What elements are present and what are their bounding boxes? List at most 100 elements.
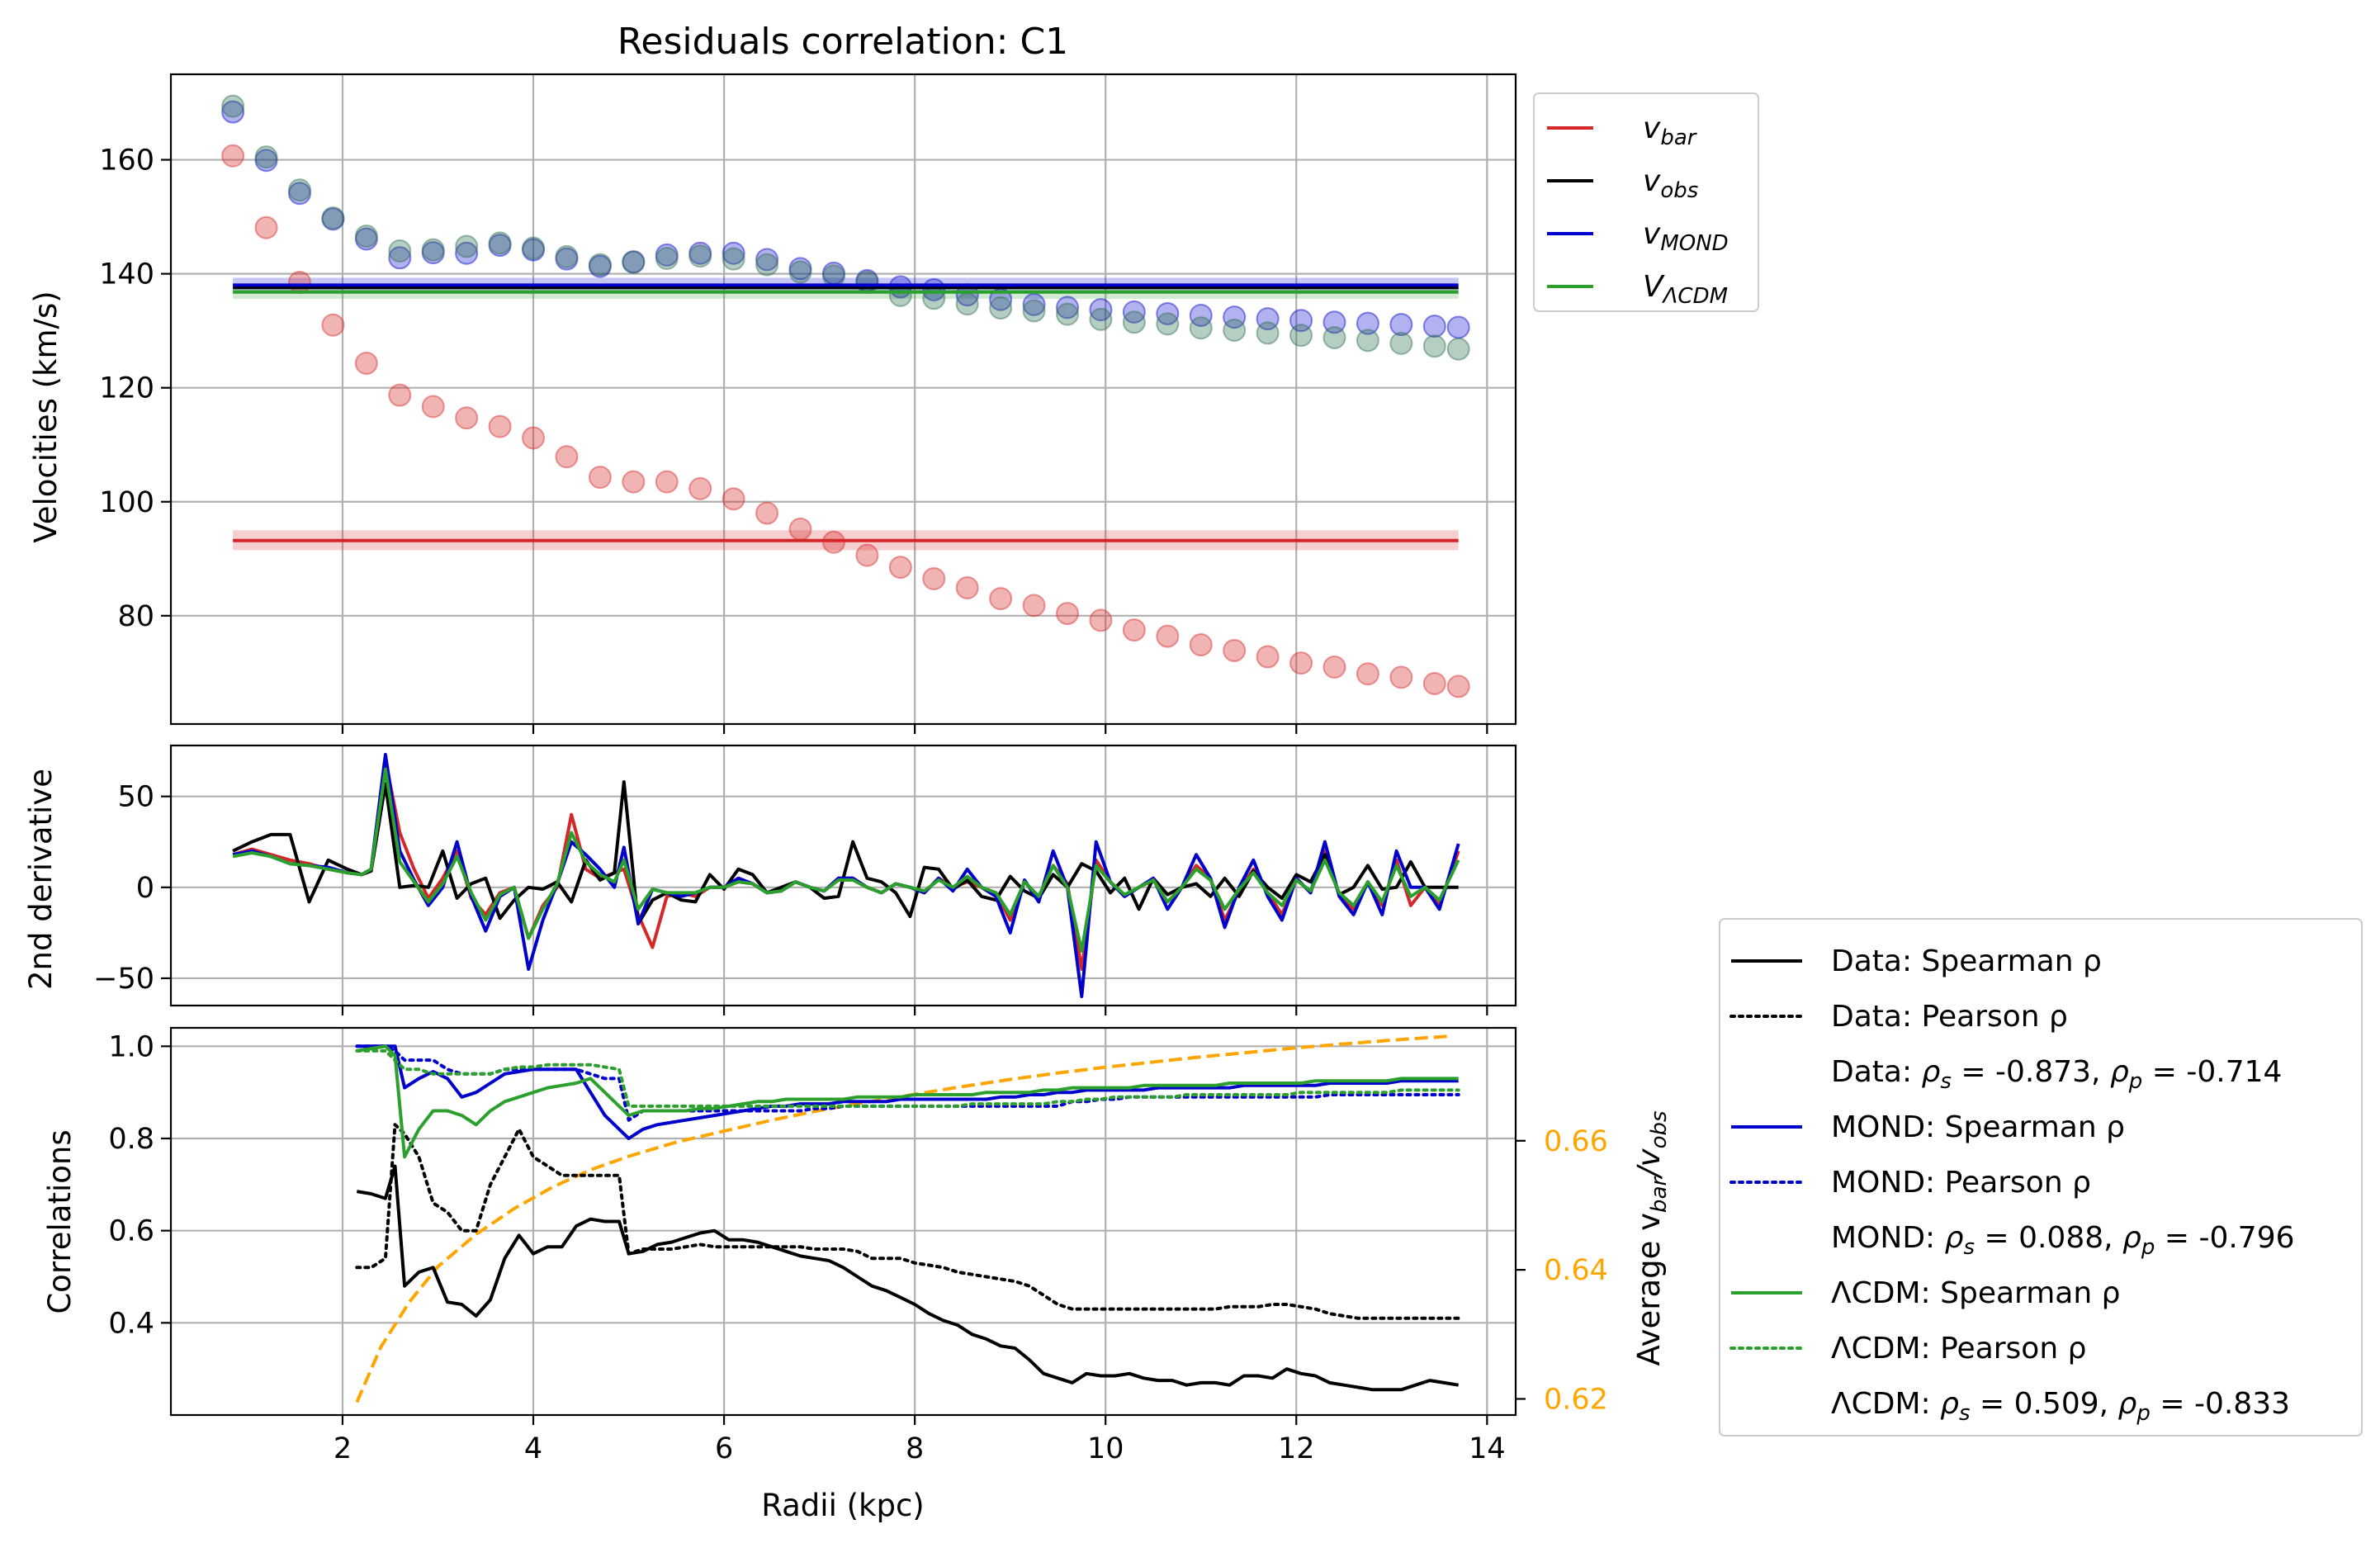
- correlations-panel: 2 4 6 8 10 12 14 0.4 0.6 0.8 1.0 0.62 0.64 0.66: [108, 1026, 1608, 1465]
- y-tick-label: 0.4: [108, 1307, 154, 1340]
- rho-symbol: ρ: [1940, 1387, 1959, 1421]
- scatter-point-v-obs: [388, 239, 412, 263]
- scatter-point-v-bar: [1022, 594, 1046, 618]
- ratio-label-sub-bar: bar: [1647, 1176, 1672, 1213]
- x-tick-label: 4: [524, 1432, 542, 1465]
- y-tick-label: 0: [136, 872, 154, 905]
- legend-label-sub: bar: [1660, 125, 1697, 150]
- scatter-point-v-bar: [421, 395, 445, 419]
- ratio-label-sep: /v: [1631, 1148, 1667, 1179]
- scatter-point-v-obs: [1256, 321, 1280, 345]
- scatter-point-v-obs: [989, 296, 1013, 320]
- scatter-point-v-MOND: [287, 182, 311, 206]
- rho-sub: p: [2136, 1401, 2151, 1426]
- scatter-point-v-MOND: [1422, 315, 1446, 338]
- rho-p-value: = -0.714: [2142, 1055, 2282, 1089]
- scatter-point-v-bar: [354, 352, 378, 376]
- rho-symbol: ρ: [1922, 1055, 1941, 1089]
- legend-label: vobs: [1643, 164, 1698, 203]
- scatter-point-v-bar: [655, 470, 679, 494]
- rho-symbol: ρ: [2122, 1221, 2141, 1255]
- scatter-point-v-obs: [1056, 302, 1079, 326]
- legend-label-stats: ΛCDM: ρs = 0.509, ρp = -0.833: [1831, 1387, 2290, 1426]
- y-tick-label: 140: [99, 258, 154, 291]
- legend-stat-prefix: MOND:: [1831, 1221, 1945, 1255]
- scatter-point-v-obs: [1356, 329, 1379, 353]
- legend-label-sub: MOND: [1660, 231, 1728, 256]
- scatter-point-v-obs: [855, 270, 879, 294]
- rho-sub: p: [2141, 1235, 2155, 1260]
- velocities-panel: 80 100 120 140 160: [99, 73, 1517, 734]
- rho-symbol: ρ: [2118, 1387, 2137, 1421]
- legend-label-sub: ΛCDM: [1662, 284, 1728, 309]
- scatter-point-v-MOND: [388, 246, 412, 270]
- correlations-ylabel: Correlations: [42, 1129, 78, 1313]
- scatter-point-v-MOND: [622, 250, 646, 274]
- scatter-point-v-MOND: [1189, 304, 1213, 328]
- rho-p-value: = -0.796: [2155, 1221, 2294, 1255]
- correlation-line-data--spearman--: [356, 1164, 1460, 1392]
- rho-sub: s: [1940, 1069, 1952, 1094]
- scatter-point-v-MOND: [1289, 309, 1313, 333]
- velocity-legend: vbar vobs v MOND VΛCDM: [1533, 92, 1759, 312]
- scatter-point-v-obs: [655, 246, 679, 270]
- y-tick-label: 0.8: [108, 1123, 154, 1156]
- scatter-point-v-bar: [522, 426, 546, 450]
- scatter-point-v-bar: [221, 144, 245, 168]
- scatter-point-v-MOND: [688, 241, 712, 265]
- legend-label: vbar: [1643, 111, 1698, 150]
- scatter-point-v-obs: [1289, 324, 1313, 348]
- y-tick-label: −50: [93, 963, 154, 996]
- y-tick-label: 1.0: [108, 1030, 154, 1063]
- scatter-point-v-MOND: [522, 238, 546, 262]
- legend-label: MOND: Pearson ρ: [1831, 1166, 2091, 1200]
- scatter-point-v-bar: [1446, 674, 1470, 698]
- scatter-point-v-bar: [1223, 638, 1247, 662]
- legend-label: Data: Pearson ρ: [1831, 1000, 2068, 1034]
- scatter-point-v-obs: [722, 247, 745, 271]
- scatter-point-v-bar: [1089, 608, 1113, 632]
- legend-label: MOND: Spearman ρ: [1831, 1110, 2125, 1144]
- scatter-point-v-MOND: [254, 149, 278, 173]
- rho-s-value: = 0.509,: [1971, 1387, 2118, 1421]
- scatter-point-v-obs: [1122, 310, 1146, 334]
- legend-label-sub: obs: [1660, 178, 1698, 203]
- legend-label-stats: MOND: ρs = 0.088, ρp = -0.796: [1831, 1221, 2295, 1260]
- scatter-point-v-bar: [1289, 651, 1313, 675]
- scatter-point-v-obs: [588, 253, 612, 277]
- x-tick-label: 10: [1087, 1432, 1124, 1465]
- derivative-line-lcdm: [232, 767, 1460, 953]
- scatter-point-v-MOND: [1156, 301, 1180, 325]
- scatter-point-v-obs: [221, 94, 245, 118]
- correlation-line-data--pearson--: [355, 1123, 1460, 1320]
- legend-label-main: v: [1643, 111, 1661, 145]
- scatter-point-v-bar: [488, 414, 512, 438]
- scatter-point-v-obs: [254, 145, 278, 169]
- scatter-point-v-obs: [421, 238, 445, 262]
- y2-tick-label: 0.66: [1544, 1125, 1608, 1158]
- scatter-point-v-obs: [1189, 316, 1213, 340]
- scatter-point-v-bar: [588, 466, 612, 490]
- scatter-point-v-obs: [522, 236, 546, 260]
- y-tick-label: 120: [99, 372, 154, 405]
- y-tick-label: 0.6: [108, 1215, 154, 1248]
- scatter-point-v-obs: [1446, 337, 1470, 361]
- legend-label: VΛCDM: [1643, 270, 1728, 309]
- rho-s-value: = 0.088,: [1975, 1221, 2122, 1255]
- scatter-point-v-bar: [388, 383, 412, 407]
- scatter-point-v-MOND: [788, 257, 812, 281]
- scatter-point-v-bar: [788, 517, 812, 541]
- scatter-point-v-MOND: [321, 207, 345, 231]
- velocities-ylabel: Velocities (km/s): [28, 291, 64, 542]
- correlation-line-lcdm--spearman--: [356, 1044, 1459, 1159]
- scatter-point-v-bar: [722, 487, 745, 511]
- y-tick-label: 160: [99, 144, 154, 177]
- scatter-point-v-MOND: [1223, 305, 1247, 329]
- scatter-point-v-MOND: [1322, 310, 1346, 334]
- scatter-point-v-obs: [1156, 312, 1180, 336]
- scatter-point-v-obs: [287, 178, 311, 202]
- legend-label: ΛCDM: Spearman ρ: [1831, 1276, 2120, 1310]
- scatter-point-v-MOND: [1122, 300, 1146, 324]
- scatter-point-v-MOND: [722, 241, 745, 265]
